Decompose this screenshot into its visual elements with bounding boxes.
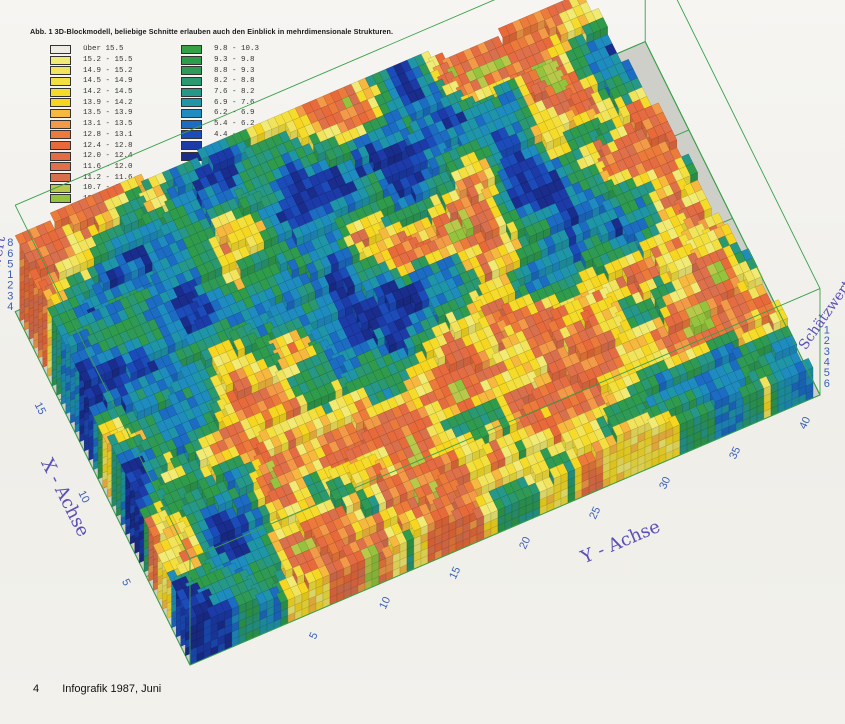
legend-swatch [181,119,202,129]
legend-label: 6.2 - 6.9 [214,109,255,117]
legend-entry: 11.2 - 11.6 [50,172,133,183]
legend-swatch [181,98,202,108]
legend-label: 9.3 - 9.8 [214,56,255,64]
legend-label: 14.2 - 14.5 [83,88,133,96]
legend-swatch [181,55,202,65]
legend-swatch [50,194,71,204]
legend-label: 5.4 - 6.2 [214,120,255,128]
legend-entry: 5.4 - 6.2 [181,119,259,130]
legend-swatch [50,162,71,172]
block-cubes [14,0,814,666]
legend-swatch [50,55,71,65]
legend-label: 11.2 - 11.6 [83,174,133,182]
legend-entry: 8.2 - 8.8 [181,76,259,87]
legend-swatch [181,87,202,97]
legend-label: 12.8 - 13.1 [83,131,133,139]
legend-swatch [50,130,71,140]
legend-entry: 13.1 - 13.5 [50,119,133,130]
legend-swatch [50,44,71,54]
legend-label: 13.5 - 13.9 [83,109,133,117]
legend-label: 9.8 - 10.3 [214,45,259,53]
legend-swatch [50,183,71,193]
legend-entry: 12.4 - 12.8 [50,140,133,151]
legend-label: 13.1 - 13.5 [83,120,133,128]
legend-swatch [181,141,202,151]
legend-entry: 11.6 - 12.0 [50,162,133,173]
legend-label: 8.8 - 9.3 [214,67,255,75]
legend-label: über 15.5 [83,45,124,53]
legend-label: 11.6 - 12.0 [83,163,133,171]
legend-swatch [50,119,71,129]
legend-swatch [181,130,202,140]
legend-entry: 7.6 - 8.2 [181,87,259,98]
legend-label: 12.4 - 12.8 [83,142,133,150]
legend-label: 8.2 - 8.8 [214,77,255,85]
legend-entry: 14.5 - 14.9 [50,76,133,87]
legend-swatch [50,66,71,76]
legend-swatch [50,76,71,86]
legend-entry: über 15.5 [50,44,133,55]
legend-label: 13.9 - 14.2 [83,99,133,107]
legend-entry: 14.2 - 14.5 [50,87,133,98]
legend-entry: 12.8 - 13.1 [50,130,133,141]
legend-entry: 9.3 - 9.8 [181,55,259,66]
legend-swatch [181,76,202,86]
legend-swatch [50,173,71,183]
legend-swatch [50,141,71,151]
legend-entry: 8.8 - 9.3 [181,65,259,76]
legend-swatch [181,44,202,54]
legend-entry: 14.9 - 15.2 [50,65,133,76]
legend-swatch [50,151,71,161]
legend-entry: 12.0 - 12.4 [50,151,133,162]
legend-label: 7.6 - 8.2 [214,88,255,96]
legend-swatch [50,98,71,108]
legend-swatch [50,87,71,97]
legend-entry: 13.5 - 13.9 [50,108,133,119]
legend-label: 14.9 - 15.2 [83,67,133,75]
legend-entry: 9.8 - 10.3 [181,44,259,55]
legend-label: 6.9 - 7.6 [214,99,255,107]
legend-label: 12.0 - 12.4 [83,152,133,160]
legend-swatch [181,108,202,118]
legend-entry: 6.9 - 7.6 [181,97,259,108]
legend-swatch [181,66,202,76]
legend-entry: 13.9 - 14.2 [50,97,133,108]
legend-entry: 15.2 - 15.5 [50,55,133,66]
legend-label: 15.2 - 15.5 [83,56,133,64]
legend-swatch [50,108,71,118]
legend-label: 14.5 - 14.9 [83,77,133,85]
figure-caption: Abb. 1 3D-Blockmodell, beliebige Schnitt… [30,27,393,36]
legend-entry: 6.2 - 6.9 [181,108,259,119]
